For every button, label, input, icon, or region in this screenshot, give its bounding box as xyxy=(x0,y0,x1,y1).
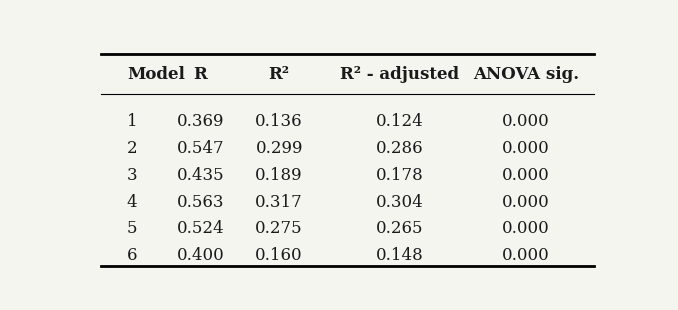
Text: 3: 3 xyxy=(127,167,138,184)
Text: 0.178: 0.178 xyxy=(376,167,424,184)
Text: 4: 4 xyxy=(127,194,138,210)
Text: R: R xyxy=(193,66,207,83)
Text: 0.136: 0.136 xyxy=(256,113,303,131)
Text: 0.524: 0.524 xyxy=(176,220,224,237)
Text: 0.148: 0.148 xyxy=(376,247,424,264)
Text: R² - adjusted: R² - adjusted xyxy=(340,66,460,83)
Text: ANOVA sig.: ANOVA sig. xyxy=(473,66,579,83)
Text: 6: 6 xyxy=(127,247,137,264)
Text: 0.400: 0.400 xyxy=(176,247,224,264)
Text: 0.563: 0.563 xyxy=(176,194,224,210)
Text: 2: 2 xyxy=(127,140,138,157)
Text: 0.000: 0.000 xyxy=(502,247,550,264)
Text: Model: Model xyxy=(127,66,184,83)
Text: 0.000: 0.000 xyxy=(502,113,550,131)
Text: 0.299: 0.299 xyxy=(256,140,303,157)
Text: R²: R² xyxy=(268,66,290,83)
Text: 0.160: 0.160 xyxy=(256,247,303,264)
Text: 0.189: 0.189 xyxy=(256,167,303,184)
Text: 0.547: 0.547 xyxy=(176,140,224,157)
Text: 0.304: 0.304 xyxy=(376,194,424,210)
Text: 0.000: 0.000 xyxy=(502,167,550,184)
Text: 0.000: 0.000 xyxy=(502,220,550,237)
Text: 0.435: 0.435 xyxy=(176,167,224,184)
Text: 0.275: 0.275 xyxy=(256,220,303,237)
Text: 5: 5 xyxy=(127,220,137,237)
Text: 0.265: 0.265 xyxy=(376,220,424,237)
Text: 0.286: 0.286 xyxy=(376,140,424,157)
Text: 0.000: 0.000 xyxy=(502,194,550,210)
Text: 0.317: 0.317 xyxy=(256,194,303,210)
Text: 0.124: 0.124 xyxy=(376,113,424,131)
Text: 1: 1 xyxy=(127,113,138,131)
Text: 0.369: 0.369 xyxy=(176,113,224,131)
Text: 0.000: 0.000 xyxy=(502,140,550,157)
